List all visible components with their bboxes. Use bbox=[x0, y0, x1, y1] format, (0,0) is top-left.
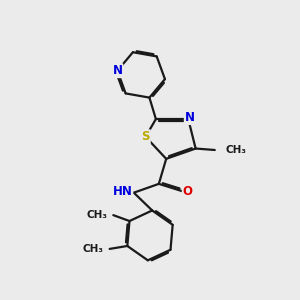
Text: HN: HN bbox=[112, 185, 132, 198]
Text: CH₃: CH₃ bbox=[225, 145, 246, 155]
Text: O: O bbox=[183, 185, 193, 198]
Text: CH₃: CH₃ bbox=[86, 210, 107, 220]
Text: S: S bbox=[141, 130, 150, 143]
Text: N: N bbox=[185, 111, 195, 124]
Text: CH₃: CH₃ bbox=[83, 244, 104, 254]
Text: N: N bbox=[112, 64, 122, 77]
